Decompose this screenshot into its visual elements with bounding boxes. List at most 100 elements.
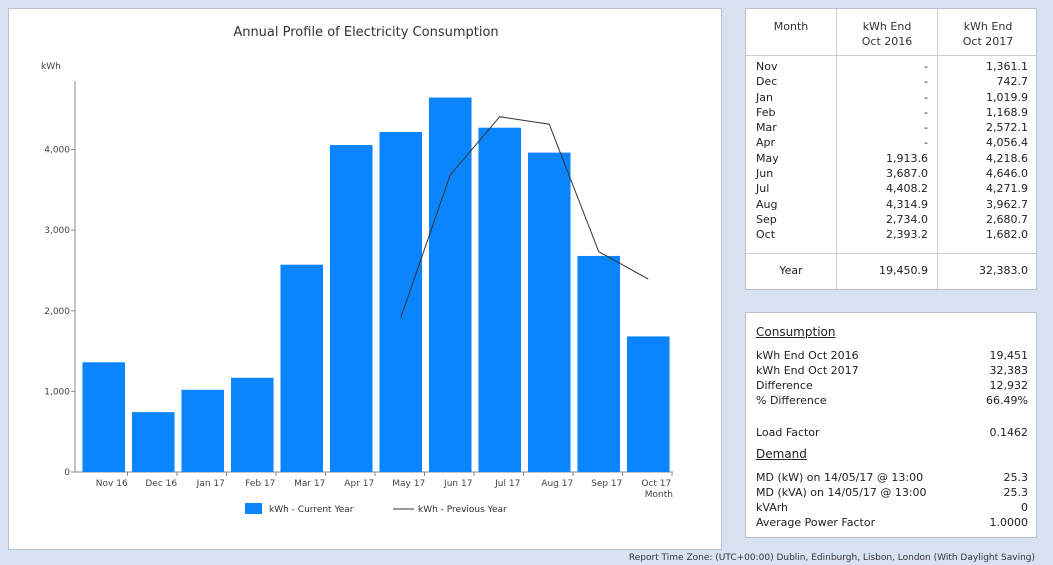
- x-tick-label: Aug 17: [541, 479, 573, 489]
- demand-label: Average Power Factor: [756, 516, 876, 529]
- legend-current-year: kWh - Current Year: [269, 505, 354, 515]
- y-tick-label: 2,000: [44, 307, 70, 317]
- table-row: Apr - 4,056.4: [746, 135, 1036, 150]
- column-divider: [937, 9, 938, 291]
- header-month-text: Month: [773, 20, 809, 33]
- row-value-2017: 1,019.9: [986, 90, 1028, 104]
- bar-jun-17: [428, 97, 472, 472]
- bar-mar-17: [280, 264, 324, 472]
- total-2016: 19,450.9: [879, 264, 928, 277]
- row-month: Aug: [756, 197, 778, 211]
- row-month: Oct: [756, 228, 776, 242]
- x-tick-label: Apr 17: [344, 479, 374, 489]
- row-value-2016: 3,687.0: [886, 167, 928, 181]
- row-value-2016: -: [924, 60, 928, 73]
- consumption-heading: Consumption: [756, 325, 836, 339]
- header-2017-line1: kWh End: [963, 20, 1013, 33]
- row-month: Mar: [756, 121, 777, 135]
- row-month: May: [756, 151, 779, 165]
- x-tick-label: Jul 17: [494, 479, 520, 489]
- row-month: Apr: [756, 136, 776, 150]
- bar-jan-17: [181, 389, 225, 472]
- row-value-2016: 2,393.2: [886, 228, 928, 242]
- report-timezone: Report Time Zone: (UTC+00:00) Dublin, Ed…: [628, 553, 1035, 563]
- demand-row: MD (kVA) on 14/05/17 @ 13:00 25.3: [756, 485, 1028, 500]
- demand-value: 25.3: [1003, 471, 1029, 484]
- table-row: Oct 2,393.2 1,682.0: [746, 227, 1036, 242]
- bar-feb-17: [230, 377, 274, 472]
- legend-bar-swatch: [245, 503, 262, 514]
- row-value-2016: -: [924, 75, 928, 89]
- table-row: Feb - 1,168.9: [746, 105, 1036, 120]
- row-value-2017: 2,572.1: [986, 121, 1028, 135]
- bar-dec-16: [131, 412, 175, 472]
- table-row: Aug 4,314.9 3,962.7: [746, 197, 1036, 212]
- y-tick-label: 4,000: [44, 146, 70, 156]
- demand-row: kVArh 0: [756, 500, 1028, 515]
- row-value-2016: -: [924, 121, 928, 135]
- row-value-2017: 1,682.0: [986, 228, 1028, 242]
- row-value-2017: 4,056.4: [986, 136, 1028, 150]
- demand-label: MD (kW) on 14/05/17 @ 13:00: [756, 471, 924, 484]
- row-value-2017: 1,361.1: [986, 60, 1028, 73]
- summary-label: kWh End Oct 2016: [756, 349, 859, 362]
- row-month: Dec: [756, 75, 778, 89]
- summary-value: 32,383: [989, 364, 1029, 377]
- header-2017: kWh End Oct 2017: [938, 19, 1038, 49]
- table-row: Sep 2,734.0 2,680.7: [746, 212, 1036, 227]
- demand-row: MD (kW) on 14/05/17 @ 13:00 25.3: [756, 470, 1028, 485]
- bar-nov-16: [82, 362, 126, 472]
- y-tick-label: 3,000: [44, 226, 70, 236]
- y-tick-label: 1,000: [44, 387, 70, 397]
- table-row: Dec - 742.7: [746, 74, 1036, 89]
- bar-aug-17: [527, 152, 571, 472]
- demand-label: MD (kVA) on 14/05/17 @ 13:00: [756, 486, 927, 499]
- chart-title: Annual Profile of Electricity Consumptio…: [233, 25, 498, 40]
- y-axis-label: kWh: [41, 62, 61, 72]
- header-month: Month: [746, 19, 836, 34]
- row-value-2016: 4,408.2: [886, 182, 928, 196]
- monthly-table: Month kWh End Oct 2016 kWh End Oct 2017 …: [745, 8, 1038, 292]
- summary-row: % Difference 66.49%: [756, 393, 1028, 408]
- load-factor-label: Load Factor: [756, 426, 820, 439]
- demand-value: 1.0000: [989, 516, 1029, 529]
- demand-row: Average Power Factor 1.0000: [756, 515, 1028, 530]
- row-value-2016: 2,734.0: [886, 212, 928, 226]
- total-2017: 32,383.0: [979, 264, 1028, 277]
- bar-jul-17: [478, 127, 522, 472]
- row-month: Nov: [756, 60, 778, 73]
- x-tick-label: Jun 17: [443, 479, 472, 489]
- table-row: Nov - 1,361.1: [746, 59, 1036, 74]
- row-value-2016: -: [924, 90, 928, 104]
- summary-value: 66.49%: [986, 394, 1028, 407]
- row-month: Feb: [756, 105, 776, 119]
- row-value-2017: 4,218.6: [986, 151, 1028, 165]
- row-month: Sep: [756, 212, 777, 226]
- x-tick-label: Mar 17: [294, 479, 325, 489]
- header-2016: kWh End Oct 2016: [837, 19, 937, 49]
- summary-row: kWh End Oct 2016 19,451: [756, 348, 1028, 363]
- row-value-2017: 4,646.0: [986, 167, 1028, 181]
- table-row: Jan - 1,019.9: [746, 90, 1036, 105]
- x-tick-label: Jan 17: [196, 479, 225, 489]
- bar-oct-17: [626, 336, 670, 472]
- load-factor-value: 0.1462: [989, 426, 1029, 439]
- bar-may-17: [379, 131, 423, 472]
- header-2016-line2: Oct 2016: [861, 35, 913, 48]
- row-value-2017: 742.7: [996, 75, 1029, 89]
- row-value-2016: 1,913.6: [886, 151, 928, 165]
- demand-heading: Demand: [756, 447, 807, 461]
- summary-panel: Consumption kWh End Oct 2016 19,451 kWh …: [745, 312, 1037, 538]
- previous-year-line: [400, 116, 649, 318]
- total-label: Year: [779, 264, 803, 277]
- row-month: Jul: [756, 182, 770, 196]
- x-tick-label: Nov 16: [96, 479, 128, 489]
- summary-value: 19,451: [989, 349, 1029, 362]
- row-value-2017: 4,271.9: [986, 182, 1028, 196]
- table-total-row: Year 19,450.9 32,383.0: [746, 253, 1036, 292]
- row-value-2016: -: [924, 105, 928, 119]
- demand-label: kVArh: [756, 501, 789, 514]
- summary-label: Difference: [756, 379, 813, 392]
- table-row: Jun 3,687.0 4,646.0: [746, 166, 1036, 181]
- row-value-2016: -: [924, 136, 928, 150]
